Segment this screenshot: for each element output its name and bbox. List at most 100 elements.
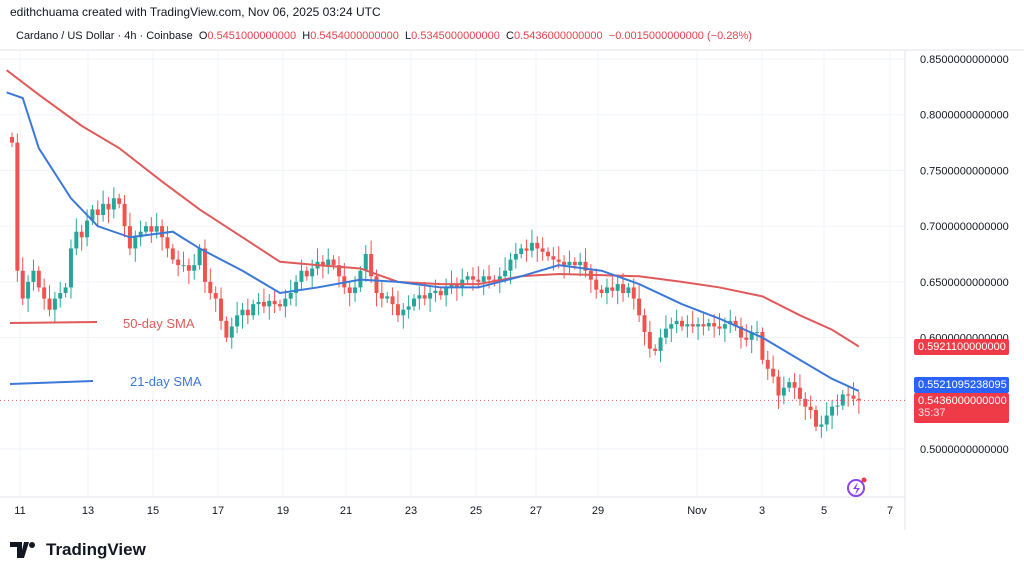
candle-body [256,301,261,305]
lightning-bolt-icon [853,482,860,495]
candle-body [353,287,358,294]
candle-body [251,304,256,316]
candle-body [776,376,781,396]
time-tick-label: 3 [759,505,765,517]
candle-body [599,289,604,294]
candle-body [208,281,213,294]
candle-body [562,261,567,266]
candle-body [487,276,492,280]
logo-text: TradingView [46,540,146,559]
candle-body [803,398,808,407]
candle-body [299,270,304,282]
time-tick-label: 15 [147,505,159,517]
candle-body [267,300,272,307]
lightning-icon [847,479,865,497]
credit-text: edithchuama created with TradingView.com… [10,5,381,19]
candle-body [546,251,550,257]
candle-body [310,268,315,277]
candle-body [519,248,524,255]
candle-body [58,293,63,299]
candle-body [320,261,325,266]
candle-body [529,242,534,251]
candle-body [808,406,813,411]
last-price: 0.5436000000000 [918,395,1007,407]
candle-body [165,237,170,249]
candle-body [669,324,674,329]
candle-body [261,301,266,307]
candle-body [653,348,658,351]
candle-body [272,300,277,305]
candle-body [583,261,588,271]
candle-body [47,298,52,310]
candle-body [52,298,57,310]
symbol-label[interactable]: Cardano / US Dollar · 4h · Coinbase [16,30,193,42]
candle-body [197,248,202,266]
candle-body [647,332,652,349]
candle-body [245,309,250,316]
candle-body [224,320,229,338]
candle-body [615,284,620,291]
candle-body [851,395,856,399]
price-tick-label: 0.8500000000000 [920,54,1009,66]
candle-body [213,293,218,299]
open-value: 0.5451000000000 [207,30,297,42]
candle-body [63,287,68,294]
candle-body [379,293,384,299]
candle-body [749,332,754,340]
candle-body [278,304,282,307]
candle-body [202,248,207,282]
candle-body [454,284,459,288]
candle-body [31,270,36,282]
candle-body [540,248,545,252]
candle-body [787,382,792,388]
sma21-price-tag: 0.5521095238095 [914,377,1009,393]
candle-body [347,287,352,294]
candle-body [706,323,711,327]
candle-body [417,295,422,299]
candle-body [792,382,797,388]
candle-body [90,209,95,221]
sma50-legend-line [9,321,98,324]
time-tick-label: 25 [470,505,482,517]
candle-body [481,276,486,282]
tradingview-logo[interactable]: TradingView [10,540,146,560]
candle-body [111,198,116,210]
candle-body [385,296,390,299]
candle-body [465,276,470,280]
candle-body [856,398,861,401]
change-value: −0.0015000000000 (−0.28%) [608,30,752,42]
candle-body [610,287,615,291]
candle-body [412,298,416,307]
candle-body [422,295,427,299]
candle-body [85,220,90,238]
price-chart[interactable]: 0.50000000000000.60000000000000.65000000… [0,0,1024,530]
candle-body [840,394,845,406]
candle-body [144,226,148,232]
price-tick-label: 0.8000000000000 [920,110,1009,122]
time-tick-label: 19 [277,505,289,517]
candle-body [122,203,127,227]
candle-body [722,324,727,329]
candle-body [685,324,690,327]
candle-body [476,279,481,282]
candle-body [294,281,299,294]
price-tick-label: 0.7500000000000 [920,165,1009,177]
high-value: 0.5454000000000 [310,30,399,42]
candle-body [513,254,518,260]
candle-body [326,259,331,266]
candle-body [680,320,684,327]
last-price-tag: 0.5436000000000 35:37 [914,393,1009,423]
price-tick-label: 0.5000000000000 [920,444,1009,456]
time-tick-label: 17 [212,505,224,517]
candle-body [604,287,609,294]
time-tick-label: 5 [821,505,827,517]
candle-body [824,415,829,425]
candle-body [160,226,165,238]
candle-body [95,209,100,216]
candle-body [535,242,540,249]
time-tick-label: 27 [530,505,542,517]
candle-body [433,290,438,294]
candle-body [304,270,309,277]
candle-body [503,270,508,277]
notification-dot-icon [861,477,867,483]
